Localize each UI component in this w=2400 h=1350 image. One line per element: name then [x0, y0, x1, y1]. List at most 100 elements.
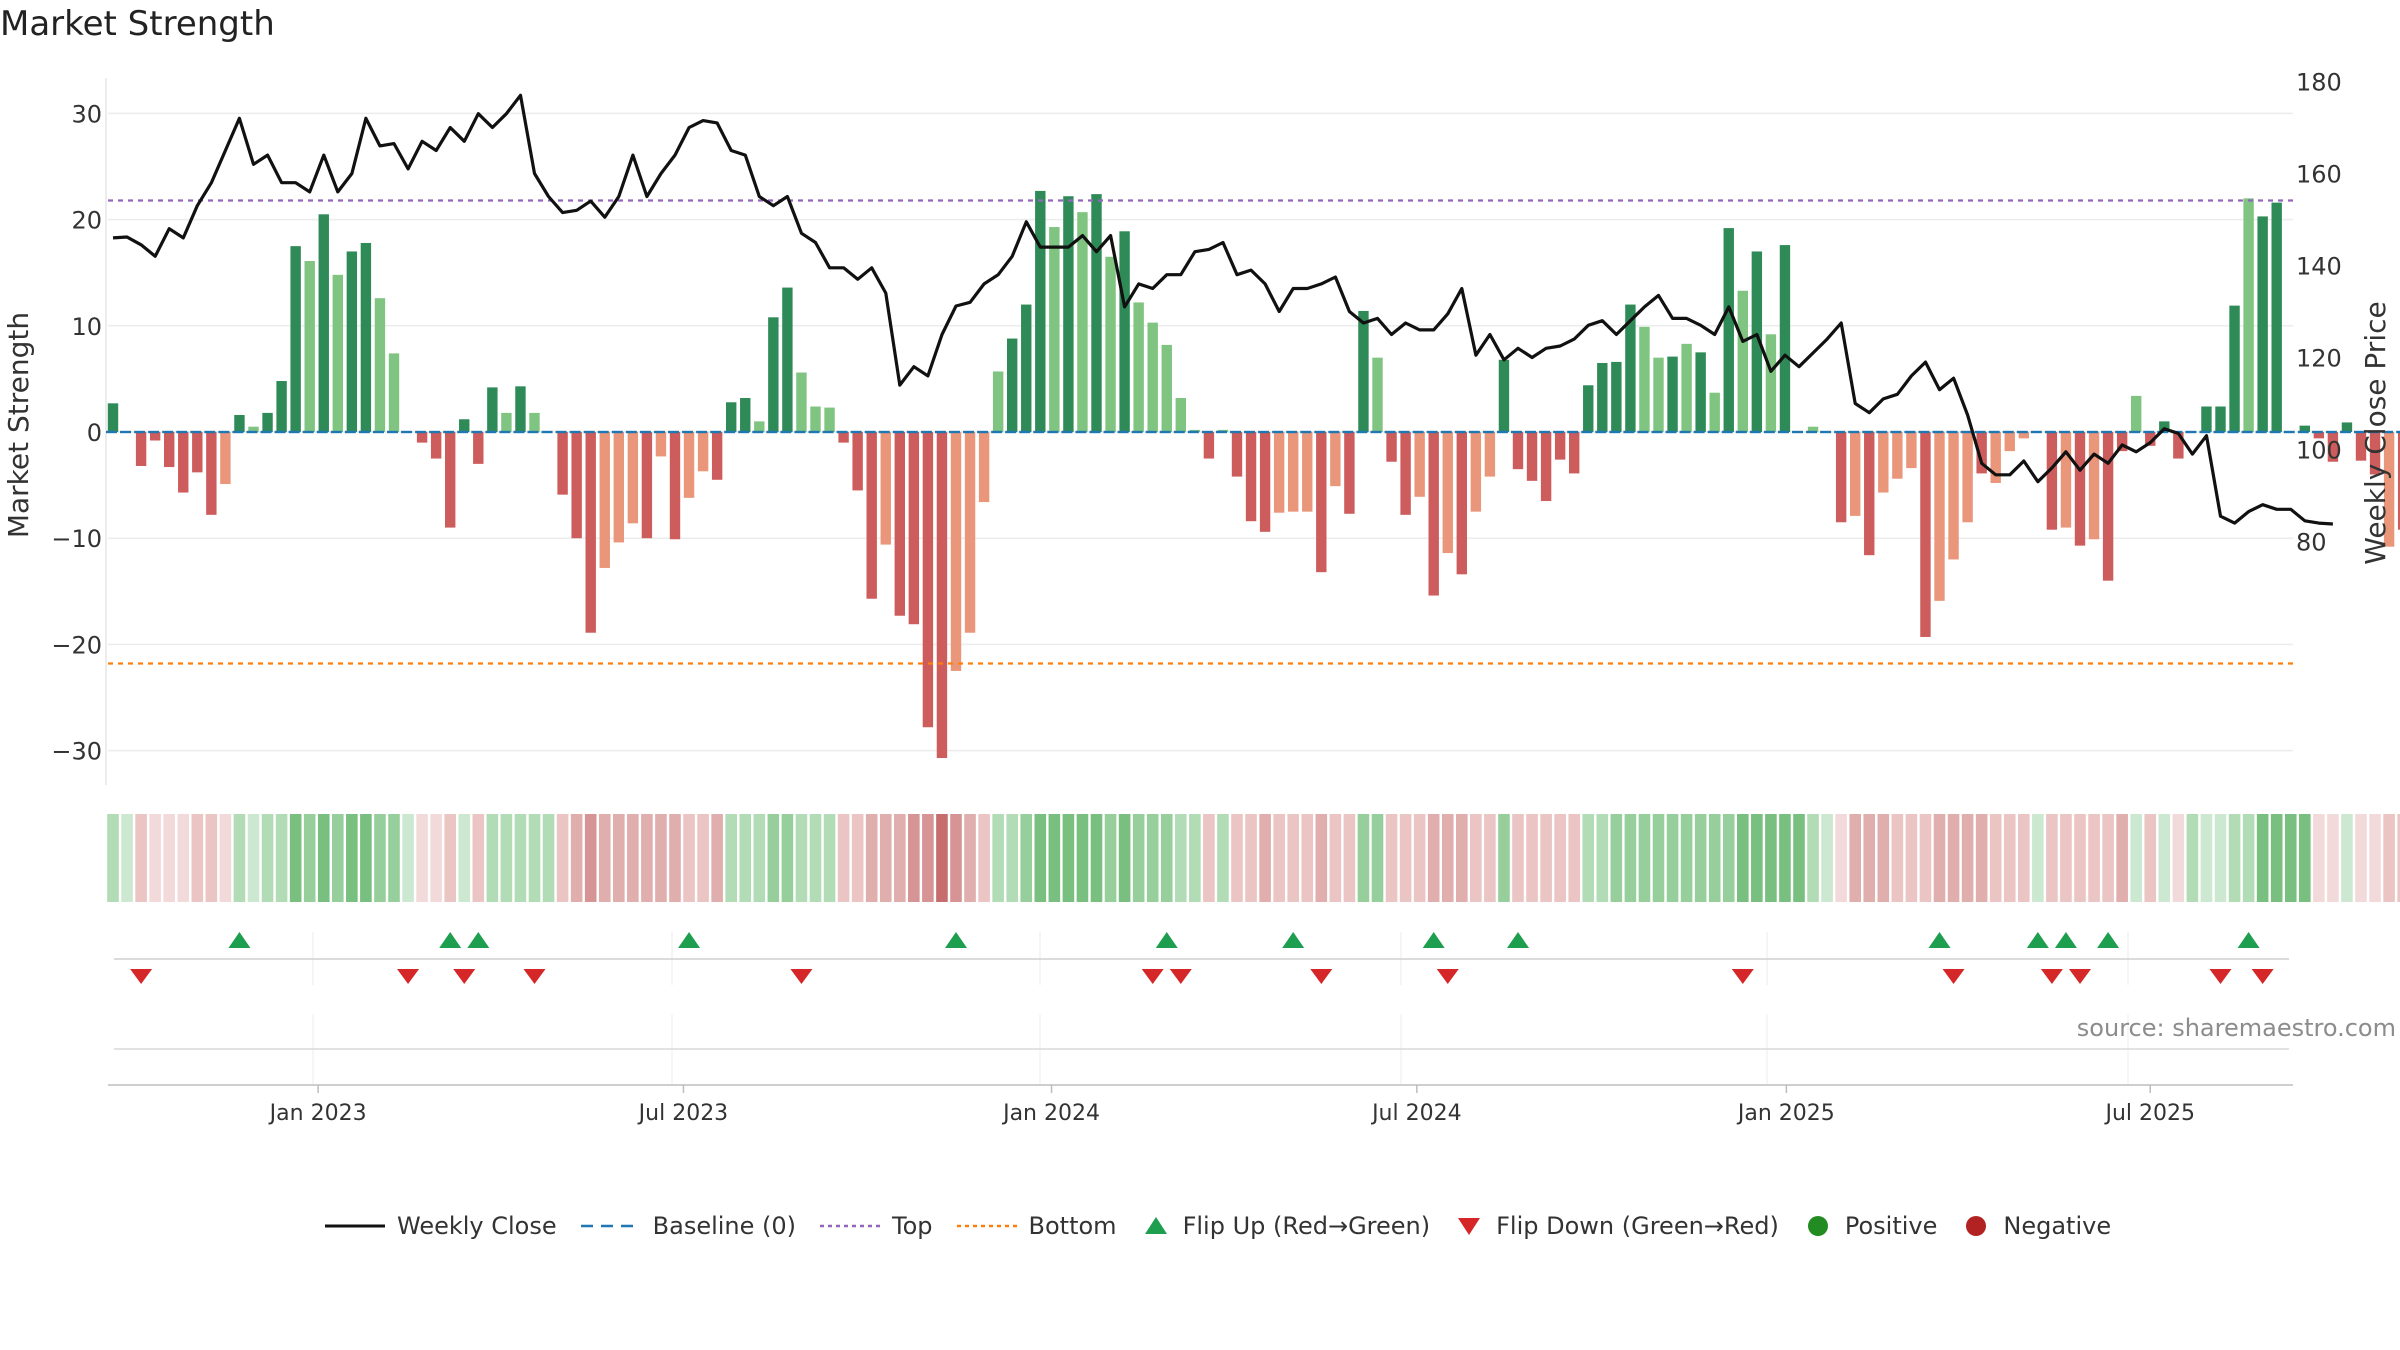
strip-cell: [1540, 814, 1552, 902]
strip-cell: [1498, 814, 1510, 902]
x-tick-label: Jul 2025: [2103, 1101, 2195, 1126]
strip-cell: [683, 814, 695, 902]
strip-cell: [1765, 814, 1777, 902]
flip-down-marker: [1942, 969, 1965, 984]
strip-cell: [1905, 814, 1918, 902]
strength-bar: [1835, 432, 1847, 523]
strip-cell: [2060, 814, 2072, 902]
strip-cell: [1301, 814, 1314, 902]
close-legend-symbol: [325, 1224, 385, 1228]
legend-label: Baseline (0): [652, 1212, 797, 1240]
legend-dot: [1966, 1216, 1987, 1236]
flip-up-marker: [2054, 932, 2077, 948]
strength-bar: [2271, 202, 2282, 432]
strip-cell: [191, 814, 204, 902]
strip-cell: [1933, 814, 1946, 902]
strip-cell: [1259, 814, 1271, 902]
strip-cell: [528, 814, 541, 902]
strength-bar: [978, 432, 990, 503]
strip-cell: [879, 814, 892, 902]
strip-cell: [2299, 814, 2311, 902]
strength-bar: [515, 386, 526, 432]
flip-up-marker: [2097, 932, 2120, 948]
strength-bar: [1962, 432, 1973, 523]
flip_up-legend-symbol: [1144, 1217, 1167, 1234]
strength-bar: [754, 421, 765, 432]
strip-cell: [1779, 814, 1791, 902]
strip-cell: [205, 814, 218, 902]
strength-bar: [1611, 361, 1622, 432]
strip-cell: [2158, 814, 2171, 902]
strip-cell: [514, 814, 527, 902]
strength-bar: [1709, 392, 1720, 432]
strength-bar: [2369, 432, 2381, 475]
strip-cell: [1399, 814, 1412, 902]
strip-cell: [1343, 814, 1356, 902]
reference-lines: [106, 199, 2400, 665]
strength-bar: [922, 432, 934, 728]
strip-cell: [851, 814, 864, 902]
legend-item-positive: Positive: [1803, 1212, 1937, 1240]
y-right-tick-label: 120: [2296, 345, 2342, 373]
y-axis-left-label: Market Strength: [2, 312, 35, 538]
strength-bar: [1667, 356, 1678, 432]
strength-bar: [149, 432, 161, 441]
strength-bar: [1597, 362, 1608, 432]
strength-bar: [304, 261, 315, 432]
flip-up-marker: [678, 932, 701, 948]
strip-cell: [1638, 814, 1651, 902]
strength-bar: [1639, 326, 1650, 432]
strip-cell: [2327, 814, 2339, 902]
strip-cell: [2355, 814, 2367, 902]
strength-bar: [2088, 432, 2100, 540]
flip_down-legend-symbol: [1458, 1218, 1481, 1235]
strip-cell: [739, 814, 752, 902]
left-axis-ticks: 30 20 10 0 −10 −20 −30: [51, 100, 102, 765]
strength-bar: [2173, 432, 2184, 459]
strength-bar: [2074, 432, 2086, 546]
strength-bar: [1414, 432, 1425, 497]
strength-bar: [1526, 432, 1538, 481]
strength-bar: [2131, 395, 2142, 432]
strength-bar: [1007, 338, 1018, 432]
strip-cell: [655, 814, 667, 902]
strip-cell: [2270, 814, 2283, 902]
legend-item-baseline: Baseline (0): [580, 1212, 797, 1240]
strength-bar: [1850, 432, 1861, 516]
strip-cell: [1231, 814, 1243, 902]
strength-bar: [599, 432, 610, 568]
flip-up-marker: [2237, 932, 2260, 948]
strip-cell: [1076, 814, 1089, 902]
strip-cell: [2242, 814, 2255, 902]
strength-bar: [1976, 432, 1987, 474]
strength-bar: [880, 432, 891, 545]
strength-bar: [487, 387, 498, 432]
y-left-tick-label: 0: [87, 419, 102, 447]
strip-cell: [556, 814, 569, 902]
strip-cell: [781, 814, 794, 902]
strip-cell: [1947, 814, 1960, 902]
y-left-tick-label: −30: [51, 738, 102, 766]
bottom-panel: [108, 1014, 2293, 1086]
close-line-layer: [112, 93, 2334, 526]
strength-bar: [1105, 256, 1116, 432]
legend-item-close: Weekly Close: [325, 1212, 557, 1240]
strip-cell: [2116, 814, 2128, 902]
strip-cell: [2003, 814, 2016, 902]
strength-bar: [1456, 432, 1467, 575]
strip-cell: [107, 814, 119, 902]
strength-bar: [135, 432, 147, 466]
flip-up-marker: [467, 932, 490, 948]
strip-cell: [2200, 814, 2213, 902]
strength-bar: [655, 432, 667, 457]
strip-cell: [135, 814, 147, 902]
strength-bar: [206, 432, 217, 515]
strength-bar: [2299, 425, 2310, 432]
strip-cell: [936, 814, 948, 902]
strength-bar: [1063, 196, 1074, 432]
strength-bar: [248, 426, 259, 432]
strength-heat-strip: [107, 814, 2400, 902]
legend-triangle-up: [1144, 1217, 1167, 1234]
strip-cell: [1582, 814, 1595, 902]
